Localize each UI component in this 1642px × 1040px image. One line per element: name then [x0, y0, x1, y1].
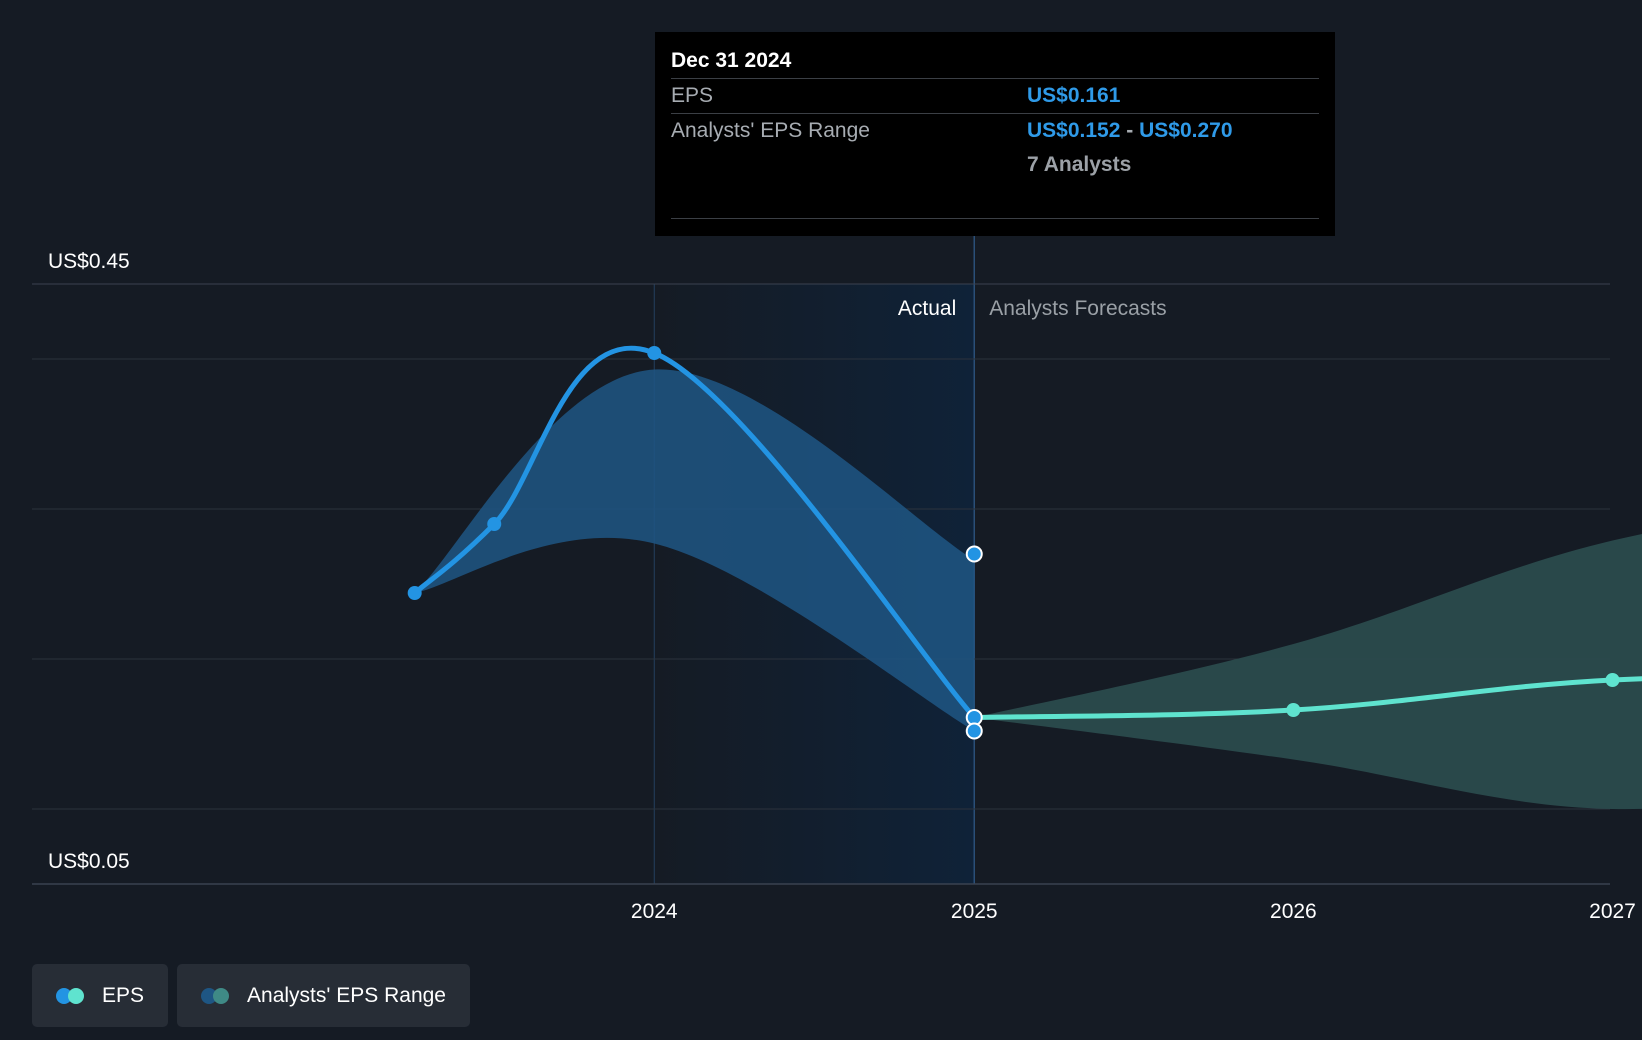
- legend-range-label: Analysts' EPS Range: [247, 983, 446, 1007]
- tooltip: Dec 31 2024 EPS US$0.161 Analysts' EPS R…: [655, 32, 1335, 236]
- eps-point-forecast: [1286, 703, 1301, 717]
- tooltip-analysts-row: 7 Analysts: [671, 148, 1319, 182]
- tooltip-range-row: Analysts' EPS Range US$0.152 - US$0.270: [671, 114, 1319, 148]
- eps-range-area-actual: [414, 369, 975, 731]
- x-tick-label: 2025: [951, 900, 998, 923]
- y-tick-label: US$0.45: [48, 250, 130, 273]
- eps-point-forecast: [1605, 673, 1620, 687]
- legend: EPS Analysts' EPS Range: [32, 964, 470, 1027]
- x-tick-label: 2024: [631, 900, 678, 923]
- legend-eps-label: EPS: [102, 983, 145, 1007]
- eps-point-actual: [487, 517, 502, 531]
- tooltip-eps-row: EPS US$0.161: [671, 79, 1319, 114]
- tooltip-range-high: US$0.270: [1139, 119, 1233, 142]
- hover-marker: [965, 545, 983, 563]
- eps-legend-icon: [56, 987, 90, 1004]
- tooltip-eps-value: US$0.161: [1027, 84, 1121, 107]
- tooltip-range-low: US$0.152: [1027, 119, 1121, 142]
- actual-label: Actual: [898, 297, 956, 320]
- y-tick-label: US$0.05: [48, 850, 130, 873]
- forecast-label: Analysts Forecasts: [989, 297, 1166, 320]
- legend-item-eps[interactable]: EPS: [32, 964, 169, 1027]
- tooltip-range-separator: -: [1126, 119, 1134, 142]
- tooltip-date: Dec 31 2024: [671, 44, 1319, 79]
- tooltip-range-label: Analysts' EPS Range: [671, 119, 870, 142]
- tooltip-analysts-count: 7 Analysts: [1027, 153, 1132, 176]
- tooltip-range-values: US$0.152 - US$0.270: [1027, 114, 1233, 148]
- x-tick-label: 2027: [1589, 900, 1636, 923]
- tooltip-eps-label: EPS: [671, 84, 714, 107]
- hover-marker: [965, 722, 983, 740]
- x-tick-label: 2026: [1270, 900, 1317, 923]
- eps-line-forecast: [971, 676, 1642, 720]
- range-legend-icon: [201, 987, 235, 1004]
- eps-point-actual: [407, 586, 422, 600]
- tooltip-divider: [671, 218, 1319, 219]
- eps-point-actual: [647, 346, 662, 360]
- eps-range-area-forecast: [974, 533, 1642, 810]
- eps-line-actual: [412, 345, 977, 720]
- legend-item-range[interactable]: Analysts' EPS Range: [177, 964, 470, 1027]
